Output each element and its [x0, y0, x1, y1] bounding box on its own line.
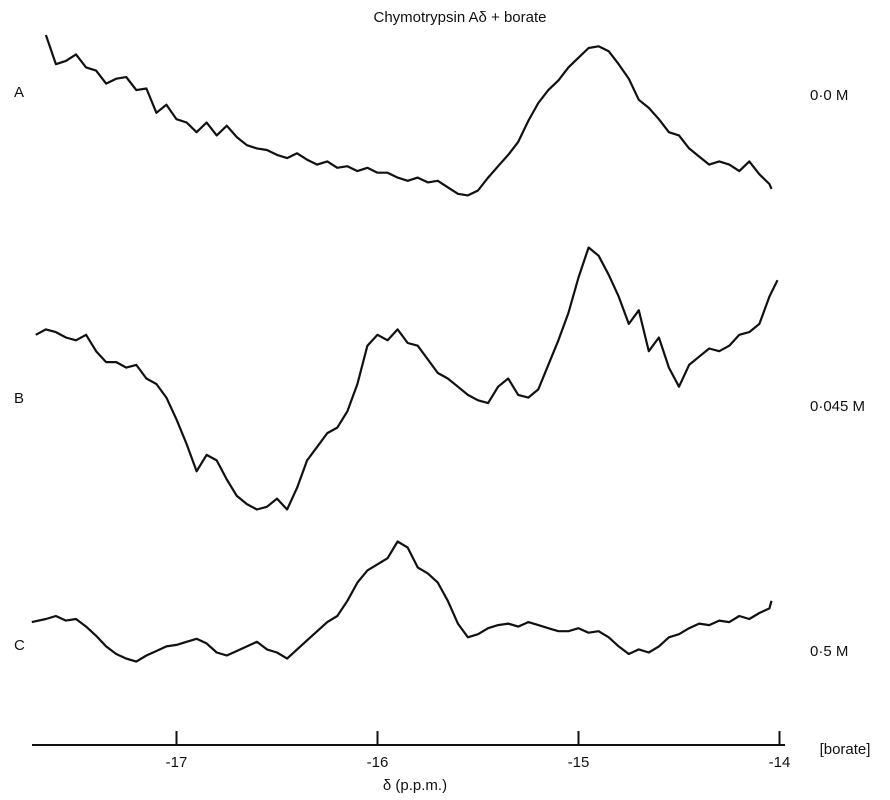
concentration-label-b: 0·045 M: [810, 398, 865, 415]
concentration-label-c: 0·5 M: [810, 643, 848, 660]
x-tick-label: -16: [367, 754, 389, 771]
series-line-a: [44, 34, 773, 197]
x-tick-label: -15: [568, 754, 590, 771]
x-tick-label: -17: [166, 754, 188, 771]
concentration-label-a: 0·0 M: [810, 87, 848, 104]
x-axis-label: δ (p.p.m.): [383, 777, 447, 794]
series-label-b: B: [14, 390, 24, 407]
x-tick-label: -14: [769, 754, 791, 771]
chart-title: Chymotrypsin Aδ + borate: [373, 9, 546, 26]
series-line-c: [31, 540, 773, 663]
tick-layer: -17 -16 -15 -14: [166, 731, 791, 771]
series-label-a: A: [14, 84, 24, 101]
series-layer: [31, 34, 779, 663]
series-label-c: C: [14, 637, 25, 654]
series-line-b: [35, 246, 779, 511]
concentration-header: [borate]: [820, 741, 871, 758]
label-layer: A 0·0 M B 0·045 M C 0·5 M: [14, 84, 865, 660]
